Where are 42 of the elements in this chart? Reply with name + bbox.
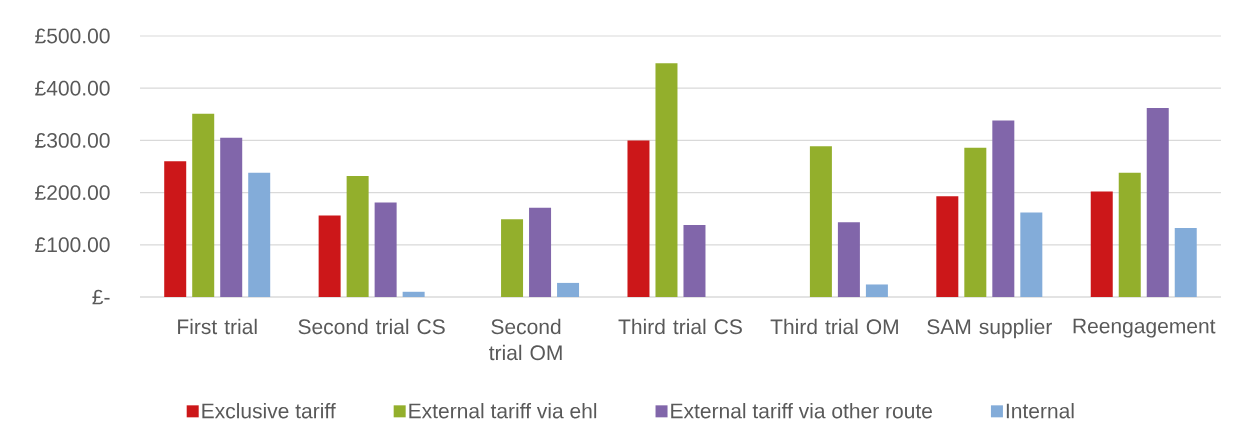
x-tick-label: Second trial CS xyxy=(298,318,445,335)
x-tick-label: First trial xyxy=(178,318,257,335)
bar xyxy=(529,207,552,297)
legend-label: External tariff via other route xyxy=(671,402,932,419)
bar xyxy=(164,161,187,297)
x-tick-label: SAM supplier xyxy=(927,318,1052,339)
bar xyxy=(809,146,832,297)
bar xyxy=(837,222,860,297)
x-tick-label: Reengagement xyxy=(1073,318,1216,338)
bar xyxy=(1146,108,1169,297)
bar xyxy=(627,140,650,297)
legend-label: Internal xyxy=(1006,402,1074,419)
bar xyxy=(346,175,369,297)
legend-label: External tariff via ehl xyxy=(409,402,597,419)
bar xyxy=(683,224,706,297)
bar xyxy=(964,147,987,297)
y-tick-label: £- xyxy=(92,289,110,305)
legend-label: Exclusive tariff xyxy=(202,402,336,419)
bar xyxy=(318,215,341,297)
bar xyxy=(936,196,959,297)
bar xyxy=(557,282,580,297)
bar xyxy=(374,202,397,297)
x-tick-label: Second trial OM xyxy=(489,318,562,361)
bar xyxy=(501,219,524,297)
bar xyxy=(992,120,1015,297)
bar xyxy=(1174,228,1197,297)
bar xyxy=(1090,191,1113,297)
bar xyxy=(192,113,215,297)
bar xyxy=(865,284,888,297)
bar xyxy=(1020,212,1043,297)
bar xyxy=(1118,172,1141,297)
y-tick-label: £200.00 xyxy=(35,185,110,201)
bar xyxy=(248,172,271,297)
y-tick-label: £500.00 xyxy=(35,28,110,44)
y-tick-label: £400.00 xyxy=(35,80,110,96)
x-tick-label: Third trial OM xyxy=(770,318,898,335)
y-tick-label: £300.00 xyxy=(35,132,110,148)
x-tick-label: Third trial CS xyxy=(618,318,742,335)
bar xyxy=(220,137,243,297)
bar xyxy=(655,63,678,297)
y-tick-label: £100.00 xyxy=(35,237,110,253)
bar xyxy=(402,291,425,297)
